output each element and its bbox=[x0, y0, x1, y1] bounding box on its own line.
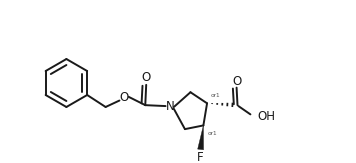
Text: O: O bbox=[142, 71, 151, 84]
Text: N: N bbox=[166, 101, 174, 113]
Text: or1: or1 bbox=[210, 92, 220, 97]
Text: OH: OH bbox=[258, 110, 276, 123]
Polygon shape bbox=[198, 126, 204, 150]
Text: O: O bbox=[119, 91, 129, 104]
Text: O: O bbox=[232, 75, 241, 88]
Text: F: F bbox=[197, 151, 204, 163]
Text: or1: or1 bbox=[208, 131, 218, 136]
